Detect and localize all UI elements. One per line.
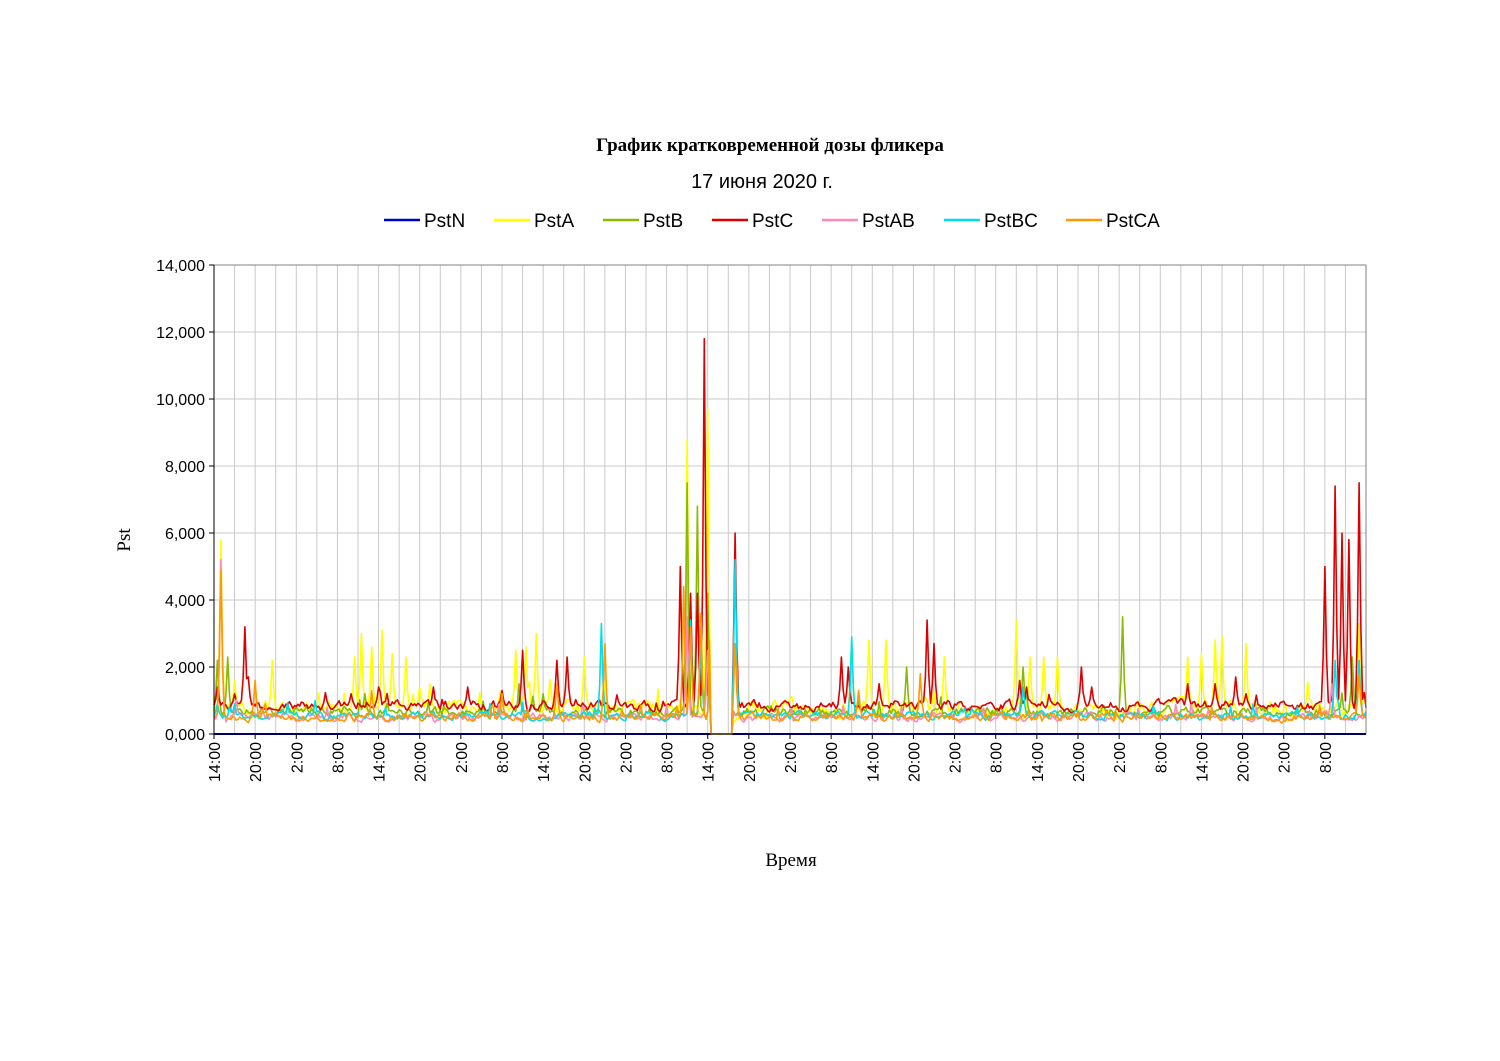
legend-label: PstCA <box>1106 211 1160 232</box>
legend-item-pstbc: PstBC <box>944 211 1038 232</box>
y-axis-ticks: 0,000 2,000 4,000 6,000 8,000 10,000 12,000 14,… <box>156 258 214 744</box>
x-tick-label: 2:00 <box>1112 742 1129 773</box>
x-tick-label: 20:00 <box>413 742 430 782</box>
x-tick-label: 14:00 <box>536 742 553 782</box>
legend-label: PstC <box>752 211 793 232</box>
x-tick-label: 2:00 <box>454 742 471 773</box>
x-tick-label: 2:00 <box>289 742 306 773</box>
x-axis-ticks: 14:00 20:00 2:00 8:00 14:00 20:00 2:00 8:00 14:0… <box>207 734 1335 782</box>
chart-subtitle: 17 июня 2020 г. <box>691 171 833 193</box>
x-tick-label: 20:00 <box>1071 742 1088 782</box>
y-tick-label: 12,000 <box>156 325 205 342</box>
y-tick-label: 0,000 <box>165 727 205 744</box>
x-tick-label: 14:00 <box>372 742 389 782</box>
legend-label: PstAB <box>862 211 915 232</box>
y-tick-label: 2,000 <box>165 660 205 677</box>
legend-item-pstab: PstAB <box>822 211 915 232</box>
x-tick-label: 8:00 <box>989 742 1006 773</box>
y-tick-label: 6,000 <box>165 526 205 543</box>
legend-item-pstc: PstC <box>712 211 793 232</box>
x-tick-label: 8:00 <box>1153 742 1170 773</box>
x-tick-label: 20:00 <box>577 742 594 782</box>
x-tick-label: 20:00 <box>248 742 265 782</box>
x-tick-label: 14:00 <box>207 742 224 782</box>
x-tick-label: 14:00 <box>865 742 882 782</box>
legend-label: PstB <box>643 211 683 232</box>
x-tick-label: 8:00 <box>1318 742 1335 773</box>
x-tick-label: 14:00 <box>701 742 718 782</box>
x-tick-label: 2:00 <box>783 742 800 773</box>
grid <box>214 264 1366 735</box>
x-tick-label: 2:00 <box>948 742 965 773</box>
x-tick-label: 8:00 <box>330 742 347 773</box>
legend-item-pstn: PstN <box>384 211 465 232</box>
legend-item-pstb: PstB <box>603 211 683 232</box>
series-line-pstca <box>213 569 1367 735</box>
chart-title: График кратковременной дозы фликера <box>596 135 944 156</box>
y-tick-label: 8,000 <box>165 459 205 476</box>
y-tick-label: 10,000 <box>156 392 205 409</box>
x-tick-label: 14:00 <box>1194 742 1211 782</box>
x-tick-label: 2:00 <box>618 742 635 773</box>
x-axis-title: Время <box>765 850 817 871</box>
series-line-pstc <box>213 337 1367 735</box>
legend-item-psta: PstA <box>494 211 574 232</box>
legend-label: PstBC <box>984 211 1038 232</box>
legend-label: PstA <box>534 211 574 232</box>
x-tick-label: 14:00 <box>1030 742 1047 782</box>
x-tick-label: 20:00 <box>906 742 923 782</box>
x-tick-label: 20:00 <box>742 742 759 782</box>
x-tick-label: 2:00 <box>1277 742 1294 773</box>
legend-item-pstca: PstCA <box>1066 211 1160 232</box>
x-tick-label: 8:00 <box>660 742 677 773</box>
legend-label: PstN <box>424 211 465 232</box>
x-tick-label: 8:00 <box>495 742 512 773</box>
x-tick-label: 8:00 <box>824 742 841 773</box>
y-tick-label: 4,000 <box>165 593 205 610</box>
y-tick-label: 14,000 <box>156 258 205 275</box>
legend: PstN PstA PstB PstC PstAB PstBC PstCA <box>384 211 1160 232</box>
y-axis-title: Pst <box>114 528 135 552</box>
x-tick-label: 20:00 <box>1236 742 1253 782</box>
